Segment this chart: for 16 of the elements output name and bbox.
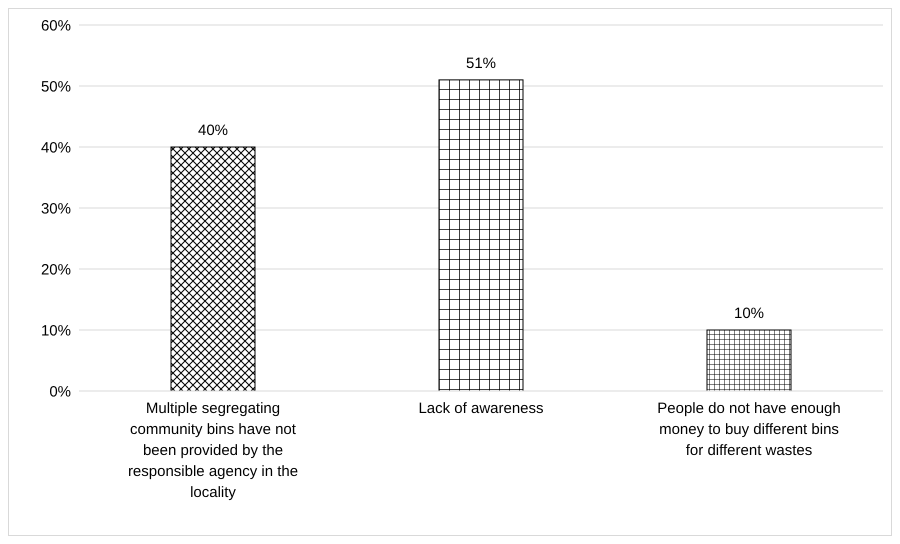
data-label: 51% (466, 54, 496, 72)
y-tick-label: 60% (40, 17, 71, 34)
y-tick-label: 50% (40, 78, 71, 96)
bar (438, 79, 524, 391)
x-tick-label: Multiple segregating community bins have not been provided by the responsible agency in the locality (128, 400, 298, 501)
bar (170, 146, 256, 391)
y-tick-label: 10% (40, 322, 71, 340)
data-label: 10% (734, 305, 764, 322)
bar (706, 330, 792, 391)
y-tick-label: 30% (40, 200, 71, 218)
x-tick-label: People do not have enough money to buy different bins for different wastes (657, 400, 841, 459)
x-tick-label: Lack of awareness (418, 400, 544, 417)
y-tick-label: 40% (40, 139, 71, 156)
y-tick-label: 20% (40, 261, 71, 278)
data-label: 40% (198, 122, 228, 139)
y-tick-label: 0% (49, 383, 71, 400)
